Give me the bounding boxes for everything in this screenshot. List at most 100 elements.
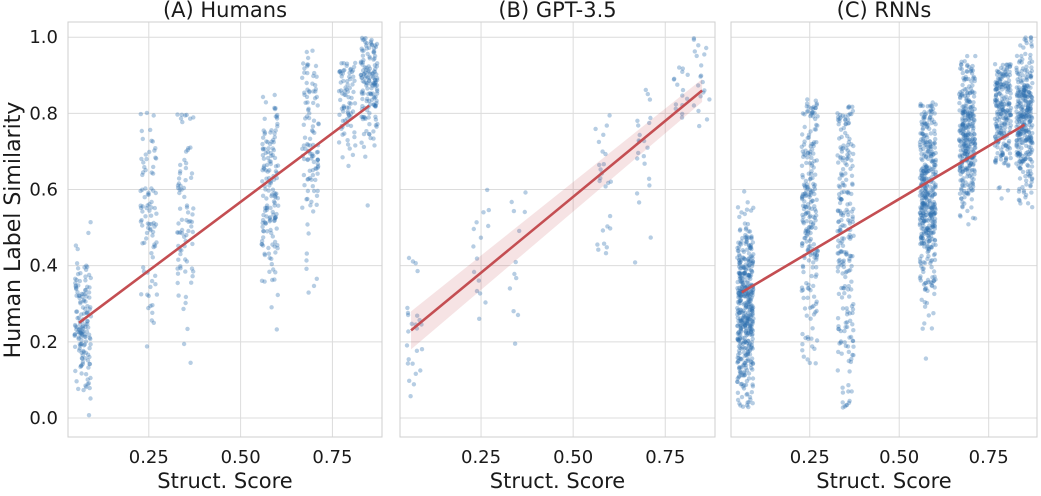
data-point [803,235,808,241]
data-point [86,290,92,295]
data-point [361,131,367,137]
data-point [996,69,1001,75]
data-point [965,115,970,120]
data-point [930,224,935,229]
data-point [742,362,747,368]
data-point [1005,144,1010,149]
data-point [918,144,923,150]
data-point [807,194,812,200]
data-point [272,131,277,136]
data-point [808,236,814,242]
data-point [273,215,278,220]
data-point [268,159,273,164]
data-point [374,75,380,81]
data-point [373,66,378,72]
data-point [800,196,805,202]
data-point [273,114,278,119]
data-point [931,171,936,177]
data-point [1030,130,1035,136]
data-point [1017,166,1023,171]
data-point [848,267,853,273]
data-point [932,191,938,197]
data-point [1016,99,1022,105]
data-point [737,331,743,337]
data-point [177,187,182,192]
data-point [963,74,968,80]
data-point [1022,112,1027,117]
data-point [847,311,852,316]
data-point [339,74,344,79]
data-point [1007,64,1013,69]
data-point [927,115,932,121]
data-point [358,72,364,78]
data-point [360,96,365,102]
data-point [270,152,275,158]
data-point [917,193,923,198]
data-point [812,215,817,220]
data-point [736,344,742,349]
data-point [748,304,754,309]
data-point [845,148,850,153]
data-point [1021,157,1026,162]
data-point [960,122,965,127]
data-point [750,240,756,245]
data-point [999,196,1004,201]
data-point [969,104,974,110]
data-point [140,172,145,178]
data-point [838,127,844,132]
data-point [808,316,813,321]
data-point [364,46,369,51]
data-point [365,86,370,91]
data-point [310,129,315,134]
data-point [962,93,968,99]
data-point [837,116,842,122]
data-point [932,201,937,207]
data-point [744,304,749,310]
data-point [268,218,273,223]
data-point [805,184,810,190]
data-point [749,327,755,332]
data-point [925,230,930,235]
data-point [1005,121,1010,126]
data-point [1018,161,1024,167]
data-point [926,313,931,318]
data-point [268,205,273,211]
data-point [144,230,150,236]
data-point [807,161,813,166]
data-point [747,259,752,264]
data-point [303,146,308,152]
data-point [735,205,741,210]
data-point [405,312,411,318]
data-point [182,157,187,163]
data-point [840,306,846,311]
data-point [632,260,638,265]
data-point [743,227,749,232]
data-point [371,74,376,79]
data-point [739,394,745,400]
data-point [848,318,853,323]
data-point [995,112,1000,117]
data-point [150,255,155,260]
data-point [919,176,924,182]
data-point [932,224,937,229]
data-point [139,292,144,297]
data-point [1017,186,1022,192]
data-point [850,181,855,186]
data-point [1015,132,1020,138]
data-point [474,288,480,294]
data-point [919,196,925,201]
data-point [748,244,753,249]
data-point [749,288,754,294]
data-point [962,189,967,194]
data-point [367,111,372,116]
data-point [189,266,195,271]
data-point [966,144,971,149]
data-point [923,139,928,144]
data-point [845,156,850,161]
data-point [348,66,353,72]
data-point [750,305,756,310]
data-point [738,294,743,299]
data-point [924,226,929,231]
data-point [309,156,314,161]
data-point [268,180,274,186]
